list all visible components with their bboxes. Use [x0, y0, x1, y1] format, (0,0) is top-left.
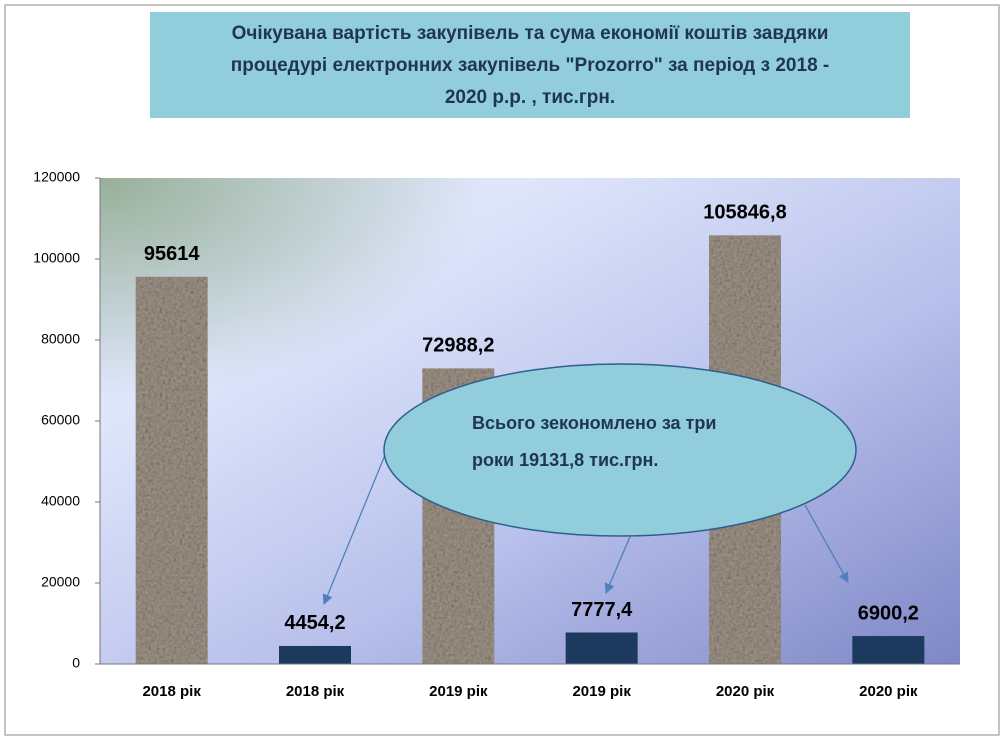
x-tick-label: 2020 рік: [716, 683, 775, 700]
bar: [279, 645, 351, 664]
value-label: 6900,2: [858, 602, 919, 624]
chart-title: 2020 р.р. , тис.грн.: [445, 87, 615, 108]
chart-title: Очікувана вартість закупівель та сума ек…: [232, 23, 829, 44]
y-tick-label: 60000: [41, 412, 80, 428]
y-tick-label: 20000: [41, 574, 80, 590]
y-tick-label: 40000: [41, 493, 80, 509]
value-label: 95614: [144, 243, 200, 265]
value-label: 72988,2: [422, 335, 494, 357]
annotation: Всього зекономлено за три роки 19131,8 т…: [322, 363, 857, 605]
callout: [383, 363, 857, 537]
y-tick-label: 100000: [33, 250, 80, 266]
y-tick-label: 120000: [33, 169, 80, 185]
x-tick-label: 2018 рік: [142, 683, 201, 700]
title-box: [150, 12, 910, 118]
bar: [135, 276, 208, 664]
y-tick-label: 0: [72, 655, 80, 671]
bar: [565, 632, 638, 664]
arrow: [322, 454, 386, 605]
value-label: 105846,8: [703, 202, 786, 224]
arrow: [804, 504, 849, 583]
annotation-text: роки 19131,8 тис.грн.: [472, 450, 658, 470]
x-tick-label: 2019 рік: [429, 683, 488, 700]
arrow: [604, 531, 633, 594]
chart-title: процедурі електронних закупівель "Prozor…: [231, 55, 830, 76]
x-tick-label: 2020 рік: [859, 683, 918, 700]
x-tick-label: 2019 рік: [572, 683, 631, 700]
annotation-text: Всього зекономлено за три: [472, 413, 716, 433]
y-tick-label: 80000: [41, 331, 80, 347]
bar: [852, 636, 925, 664]
value-label: 7777,4: [571, 599, 633, 621]
value-label: 4454,2: [284, 612, 345, 634]
frame: [4, 4, 1000, 736]
x-tick-label: 2018 рік: [286, 683, 345, 700]
